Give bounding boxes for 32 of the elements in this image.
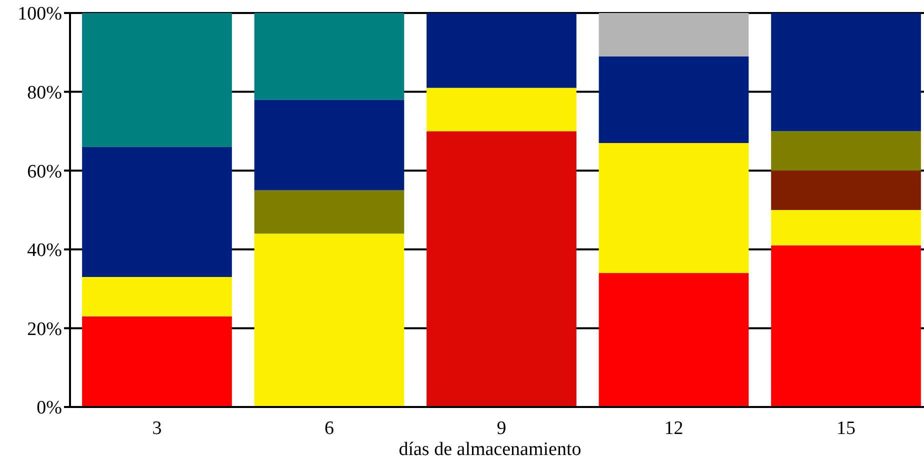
bar (771, 210, 921, 246)
bar (771, 13, 921, 132)
bar (82, 316, 232, 407)
bar (254, 190, 404, 234)
y-tick-label: 100% (18, 4, 62, 25)
bar (82, 146, 232, 277)
bar (771, 245, 921, 407)
y-tick-label: 20% (27, 318, 62, 340)
bar (426, 88, 576, 132)
bar (598, 143, 749, 274)
x-tick-label: 15 (836, 418, 856, 439)
bar (426, 131, 576, 407)
bar (82, 13, 232, 147)
y-tick-label: 60% (27, 161, 62, 182)
x-axis-title: días de almacenamiento (398, 439, 582, 459)
bar (82, 276, 232, 316)
y-tick-label: 80% (27, 82, 62, 104)
bar (254, 13, 404, 100)
bar (771, 131, 921, 171)
bar (426, 13, 576, 88)
bar (254, 234, 404, 407)
y-tick-label: 40% (27, 240, 62, 262)
y-tick-label: 0% (36, 398, 62, 419)
bar (254, 100, 404, 190)
x-tick-label: 9 (496, 418, 506, 439)
x-tick-label: 3 (152, 418, 162, 439)
bar (771, 170, 921, 210)
bar (598, 13, 749, 56)
bar (598, 273, 749, 407)
bar (598, 56, 749, 144)
x-tick-label: 6 (324, 418, 334, 439)
x-tick-label: 12 (664, 418, 684, 439)
